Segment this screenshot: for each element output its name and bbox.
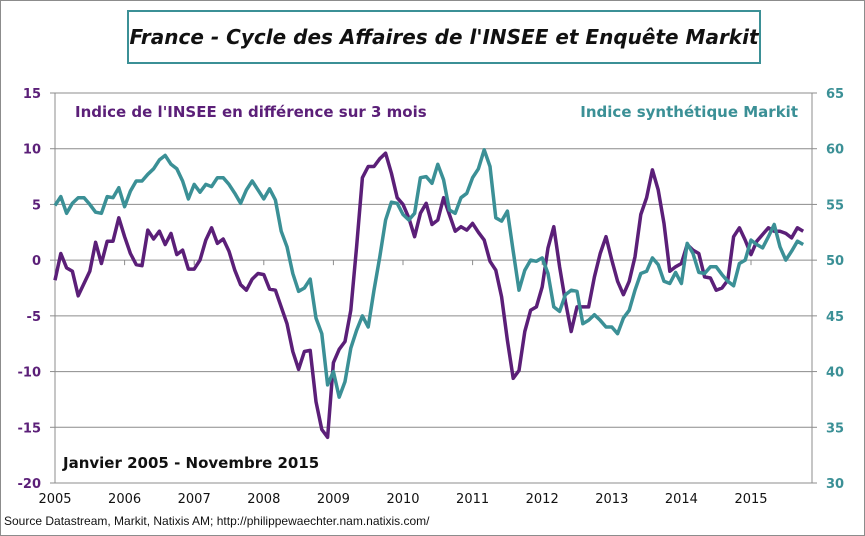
left-tick-label: 0 [32, 254, 41, 269]
x-tick-label: 2005 [38, 492, 71, 507]
x-tick-label: 2015 [734, 492, 767, 507]
series-line-insee [53, 151, 805, 440]
source-note: Source Datastream, Markit, Natixis AM; h… [4, 514, 430, 528]
left-tick-label: 15 [23, 87, 41, 102]
left-tick-label: -20 [18, 477, 42, 492]
legend-insee: Indice de l'INSEE en différence sur 3 mo… [75, 103, 427, 121]
legend-markit: Indice synthétique Markit [580, 103, 798, 121]
left-tick-label: -5 [27, 310, 41, 325]
x-tick-label: 2011 [456, 492, 489, 507]
x-tick-label: 2010 [386, 492, 419, 507]
x-tick-label: 2007 [178, 492, 211, 507]
right-tick-label: 65 [826, 87, 844, 102]
x-tick-label: 2014 [665, 492, 698, 507]
right-tick-label: 60 [826, 143, 844, 158]
right-tick-label: 35 [826, 421, 844, 436]
x-tick-label: 2012 [526, 492, 559, 507]
right-tick-label: 45 [826, 310, 844, 325]
right-tick-label: 55 [826, 198, 844, 213]
x-tick-label: 2006 [108, 492, 141, 507]
right-tick-label: 30 [826, 477, 844, 492]
gridlines [55, 92, 812, 484]
left-tick-label: -15 [18, 421, 42, 436]
chart-title: France - Cycle des Affaires de l'INSEE e… [129, 25, 759, 49]
right-tick-label: 50 [826, 254, 844, 269]
chart-title-box: France - Cycle des Affaires de l'INSEE e… [127, 10, 761, 64]
x-tick-label: 2008 [247, 492, 280, 507]
x-tick-label: 2009 [317, 492, 350, 507]
left-tick-label: 10 [23, 143, 41, 158]
left-tick-label: 5 [32, 198, 41, 213]
series-line-markit [53, 148, 805, 399]
right-tick-label: 40 [826, 366, 844, 381]
period-label: Janvier 2005 - Novembre 2015 [62, 454, 319, 472]
x-tick-label: 2013 [595, 492, 628, 507]
left-tick-label: -10 [18, 366, 42, 381]
series-lines [53, 148, 805, 440]
